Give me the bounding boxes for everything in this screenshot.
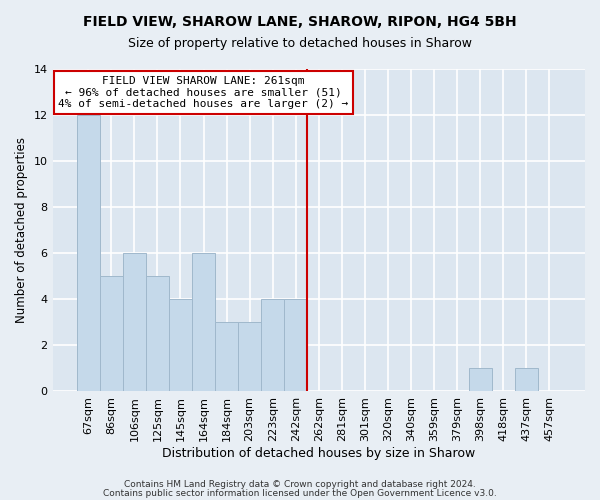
- Text: Size of property relative to detached houses in Sharow: Size of property relative to detached ho…: [128, 38, 472, 51]
- Text: Contains HM Land Registry data © Crown copyright and database right 2024.: Contains HM Land Registry data © Crown c…: [124, 480, 476, 489]
- Y-axis label: Number of detached properties: Number of detached properties: [15, 137, 28, 323]
- Bar: [146, 276, 169, 392]
- Bar: [261, 300, 284, 392]
- X-axis label: Distribution of detached houses by size in Sharow: Distribution of detached houses by size …: [162, 447, 475, 460]
- Bar: [469, 368, 491, 392]
- Bar: [192, 254, 215, 392]
- Bar: [215, 322, 238, 392]
- Bar: [169, 300, 192, 392]
- Bar: [238, 322, 261, 392]
- Bar: [515, 368, 538, 392]
- Bar: [77, 115, 100, 392]
- Text: FIELD VIEW SHAROW LANE: 261sqm
← 96% of detached houses are smaller (51)
4% of s: FIELD VIEW SHAROW LANE: 261sqm ← 96% of …: [58, 76, 349, 109]
- Bar: [100, 276, 123, 392]
- Bar: [123, 254, 146, 392]
- Text: Contains public sector information licensed under the Open Government Licence v3: Contains public sector information licen…: [103, 489, 497, 498]
- Text: FIELD VIEW, SHAROW LANE, SHAROW, RIPON, HG4 5BH: FIELD VIEW, SHAROW LANE, SHAROW, RIPON, …: [83, 15, 517, 29]
- Bar: [284, 300, 307, 392]
